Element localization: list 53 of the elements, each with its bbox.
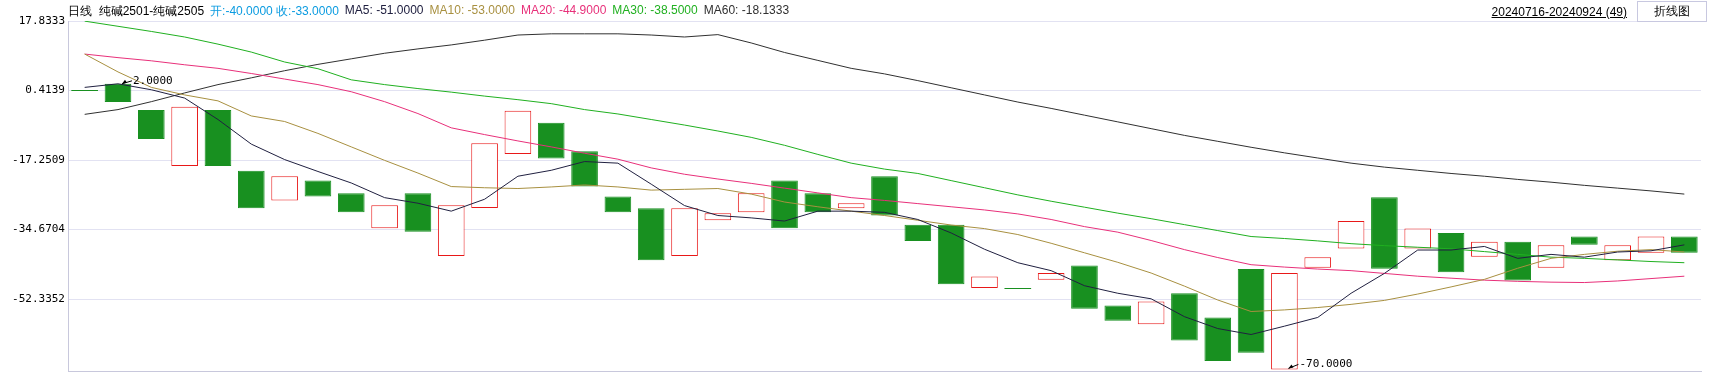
candlestick (204, 109, 232, 166)
candlestick (937, 224, 965, 285)
candlestick (171, 106, 198, 166)
text: MA10: -53.0000 (429, 3, 515, 19)
text: 20240716-20240924 (49) (1491, 4, 1627, 19)
candlestick (1571, 236, 1598, 245)
candlestick (337, 193, 365, 213)
candlestick (1304, 257, 1332, 268)
candlestick (971, 276, 998, 289)
candlestick (1137, 301, 1165, 325)
candlestick (671, 208, 698, 256)
candlestick (1204, 317, 1232, 362)
text: MA5: -51.0000 (344, 3, 424, 19)
y-tick-label: -52.3352 (12, 292, 65, 306)
y-tick-label: 17.8333 (18, 13, 65, 27)
candlestick (271, 176, 298, 201)
candlestick (437, 205, 465, 256)
candlestick (237, 170, 265, 209)
chart-title: 日线 纯碱2501-纯碱2505 (68, 3, 205, 20)
text: 折线图 (1637, 1, 1707, 22)
candlestick (1104, 305, 1132, 321)
candlestick (137, 109, 165, 139)
y-tick-label: 0.4139 (25, 82, 65, 96)
candlestick (637, 208, 665, 261)
candlestick (1171, 293, 1198, 341)
candlestick (1237, 269, 1265, 353)
candlestick (1037, 273, 1065, 280)
annotation: 2.0000 (132, 73, 173, 87)
candlestick (104, 83, 132, 103)
chart-subtitle: 开:-40.0000 收:-33.0000 (210, 3, 339, 20)
candlestick (904, 224, 932, 241)
candlestick (537, 122, 565, 159)
annotation: -70.0000 (1299, 357, 1353, 371)
candlestick (737, 193, 765, 213)
candlestick (837, 203, 865, 209)
candlestick (1071, 265, 1098, 309)
candlestick (304, 180, 332, 197)
candlestick (1337, 221, 1365, 249)
candlestick (504, 110, 532, 155)
candlestick (1437, 232, 1465, 273)
y-tick-label: -34.6704 (12, 222, 66, 236)
candlestick (771, 180, 798, 229)
series-label: MA60: -18.1333 (703, 3, 790, 19)
candlestick (1371, 197, 1398, 269)
candlestick (404, 193, 432, 232)
y-tick-label: -17.2509 (12, 153, 65, 167)
candlestick (471, 143, 498, 208)
text: MA20: -44.9000 (520, 3, 607, 19)
candlestick (1404, 228, 1432, 249)
candlestick (1671, 236, 1698, 253)
text: MA30: -38.5000 (612, 3, 698, 19)
candlestick (604, 196, 632, 213)
candlestick (871, 176, 898, 216)
